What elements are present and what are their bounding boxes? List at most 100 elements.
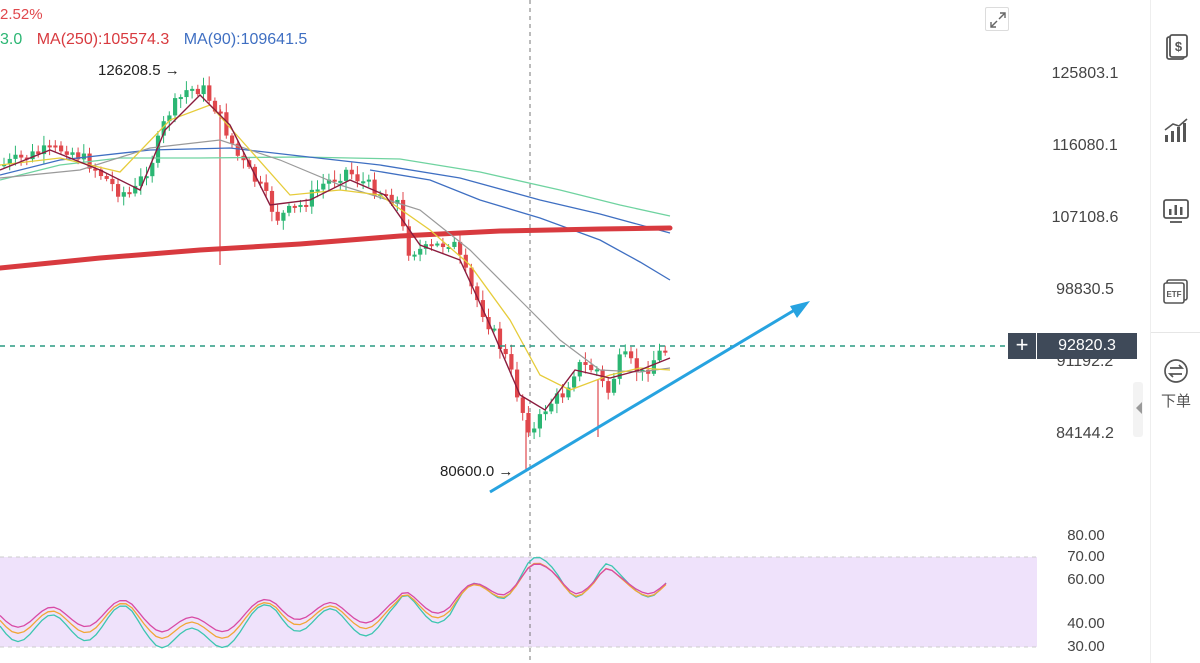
plus-icon: +	[1015, 332, 1029, 357]
ma-line-gray	[0, 139, 671, 373]
candle-body	[144, 176, 149, 179]
price-axis-tick: 98830.5	[1056, 281, 1114, 298]
candle-body	[583, 362, 588, 365]
candle-body	[7, 158, 12, 165]
candle-body	[395, 199, 400, 204]
candle-body	[435, 243, 440, 246]
candle-body	[133, 185, 138, 194]
candle-body	[167, 115, 172, 122]
candle-body	[606, 381, 611, 393]
right-toolbar: $ ETF 下单	[1150, 0, 1200, 663]
candle-body	[338, 180, 343, 183]
svg-text:$: $	[1175, 39, 1183, 54]
fullscreen-button[interactable]	[985, 7, 1009, 31]
candle-body	[566, 387, 571, 398]
candle-body	[651, 360, 656, 374]
candle-body	[287, 205, 292, 213]
candle-body	[47, 145, 52, 148]
ma-legend-item: MA(90):109641.5	[183, 31, 308, 48]
candle-body	[349, 169, 354, 175]
current-price-tag: 92820.3	[1037, 333, 1137, 359]
ma-line-green	[0, 156, 671, 217]
candle-body	[70, 152, 75, 155]
trend-arrow-line	[489, 306, 799, 494]
sidebar-item-order[interactable]	[1151, 346, 1200, 396]
candle-body	[235, 143, 240, 156]
candle-body	[634, 358, 639, 373]
candle-body	[509, 354, 514, 370]
candle-body	[629, 351, 634, 359]
candle-body	[184, 90, 189, 98]
candle-body	[104, 176, 109, 179]
ma-line-maroon	[0, 94, 671, 411]
etf-icon: ETF	[1163, 279, 1188, 304]
collapse-arrow-icon[interactable]	[1136, 402, 1142, 414]
price-axis-tick: 125803.1	[1052, 65, 1119, 82]
candle-body	[332, 179, 337, 182]
candle-body	[355, 174, 360, 182]
candle-body	[81, 153, 86, 160]
candle-body	[503, 348, 508, 355]
candle-body	[640, 369, 645, 373]
sidebar-item-indicators[interactable]	[1151, 186, 1200, 236]
indicator-axis-tick: 30.00	[1067, 638, 1105, 655]
candle-body	[469, 267, 474, 287]
candle-body	[401, 199, 406, 227]
candle-body	[173, 98, 178, 116]
candle-body	[264, 182, 269, 191]
candle-body	[366, 179, 371, 182]
expand-icon	[990, 12, 1006, 28]
candle-body	[617, 354, 622, 379]
candle-body	[532, 428, 537, 433]
sidebar-item-etf[interactable]: ETF	[1151, 266, 1200, 316]
candle-body	[611, 378, 617, 393]
low-annotation: 80600.0 →	[440, 463, 513, 480]
candle-body	[19, 154, 24, 158]
sidebar-divider	[1151, 332, 1200, 333]
dollar-doc-icon: $	[1166, 34, 1188, 60]
order-label: 下单	[1160, 393, 1191, 410]
crosshair-add-button[interactable]: +	[1008, 333, 1036, 359]
candle-body	[41, 145, 47, 155]
exchange-icon	[1164, 359, 1188, 383]
candle-body	[178, 97, 183, 100]
candle-body	[572, 376, 577, 388]
candle-body	[98, 169, 104, 177]
indicator-axis-tick: 70.00	[1067, 548, 1105, 565]
candle-body	[600, 369, 605, 382]
indicator-axis-tick: 60.00	[1067, 571, 1105, 588]
candle-body	[161, 121, 166, 136]
price-chart[interactable]: 126208.5 → 80600.0 → 125803.1 116080.1 10710…	[0, 0, 1150, 663]
svg-text:ETF: ETF	[1166, 290, 1181, 299]
candle-body	[440, 243, 446, 248]
candle-body	[663, 350, 668, 353]
candle-body	[623, 351, 628, 355]
rsi-line-teal	[0, 556, 667, 649]
candle-body	[281, 212, 286, 221]
sidebar-item-chart[interactable]	[1151, 105, 1200, 155]
candle-body	[549, 403, 554, 412]
candle-body	[657, 350, 662, 361]
ma250-line	[0, 225, 673, 271]
ma-legend-item: MA(250):105574.3	[36, 31, 170, 48]
candle-body	[560, 393, 565, 398]
candle-body	[292, 205, 297, 208]
candle-body	[218, 111, 223, 114]
candle-body	[2, 164, 7, 167]
candle-body	[230, 135, 235, 144]
candle-body	[315, 189, 320, 192]
bar-chart-icon	[1164, 118, 1188, 142]
candle-body	[59, 145, 64, 152]
candle-body	[258, 181, 263, 184]
candle-body	[13, 154, 18, 159]
candle-body	[36, 151, 41, 155]
candle-body	[429, 244, 434, 247]
candle-body	[110, 178, 115, 185]
chart-area[interactable]: 126208.5 → 80600.0 → 125803.1 116080.1 10710…	[0, 0, 1150, 663]
candle-body	[497, 328, 503, 349]
candle-body	[594, 369, 599, 372]
indicator-axis-tick: 40.00	[1067, 615, 1105, 632]
candle-body	[309, 189, 314, 207]
sidebar-item-trade-info[interactable]: $	[1151, 23, 1200, 73]
candle-body	[76, 152, 81, 160]
